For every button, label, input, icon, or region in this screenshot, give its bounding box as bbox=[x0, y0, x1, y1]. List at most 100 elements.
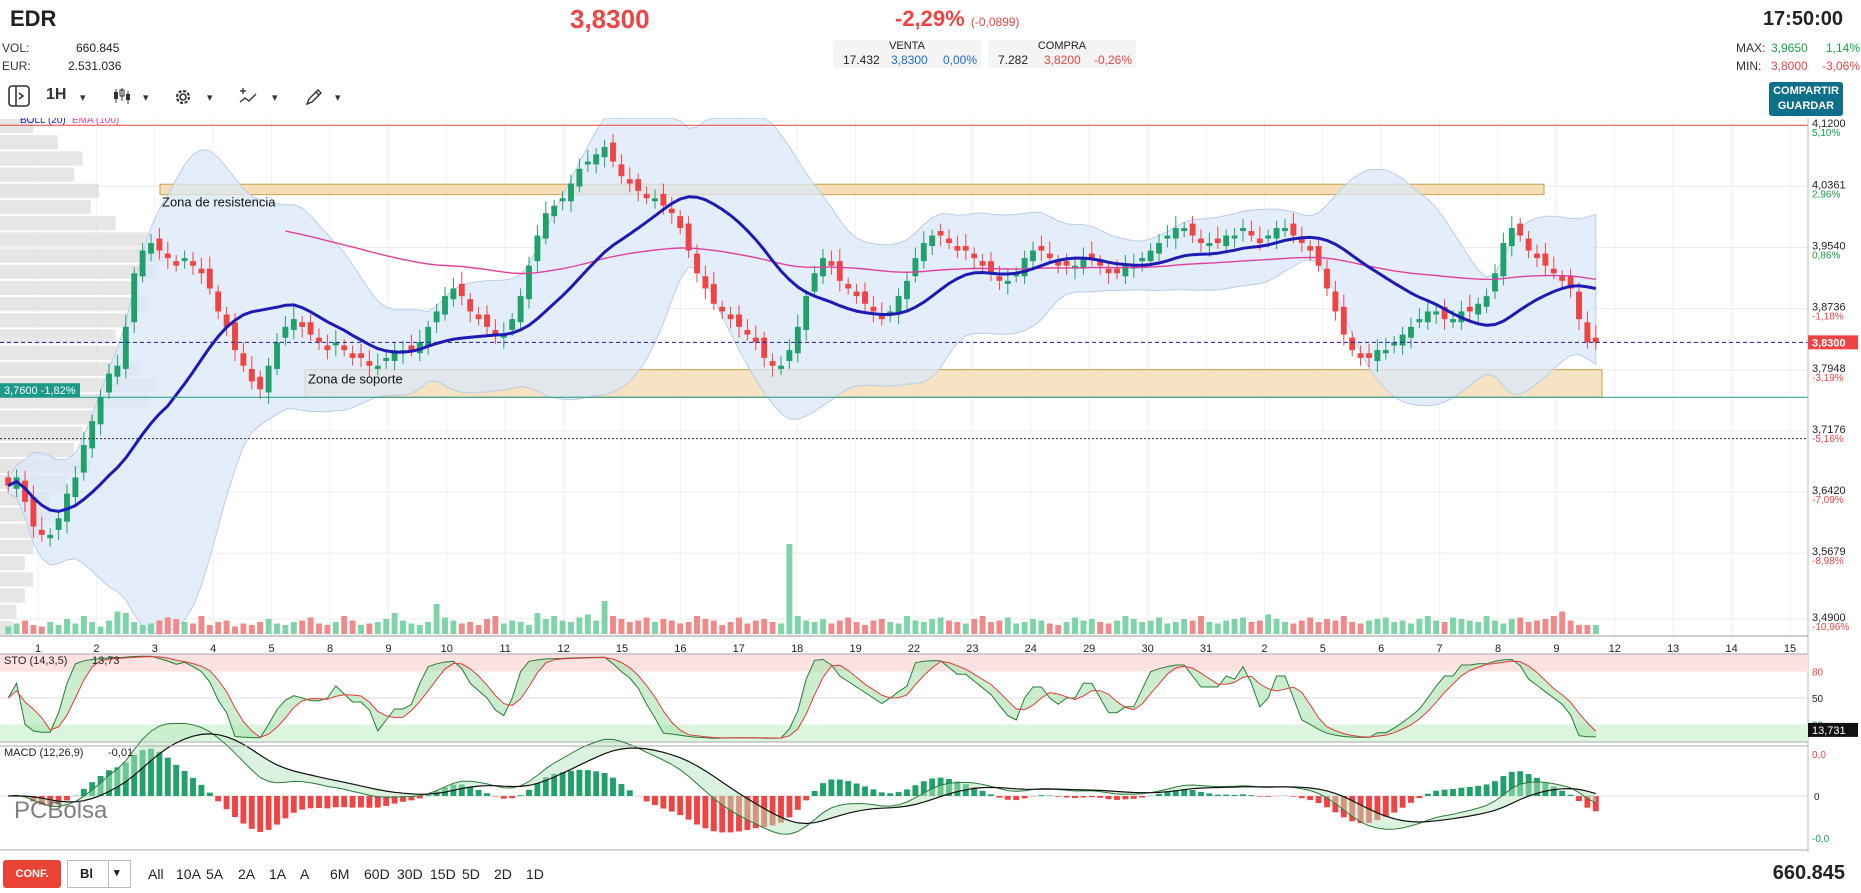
macd-histogram-bar bbox=[1508, 771, 1515, 796]
candle-body bbox=[1382, 350, 1389, 354]
macd-histogram-bar bbox=[1466, 787, 1473, 796]
volume-bar bbox=[173, 619, 180, 634]
x-tick-label: 8 bbox=[327, 643, 333, 655]
candle-body bbox=[484, 314, 490, 327]
candle-body bbox=[467, 299, 474, 312]
share-save-button[interactable]: COMPARTIR GUARDAR bbox=[1769, 82, 1843, 116]
volume-bar bbox=[442, 617, 448, 634]
range-button-30d[interactable]: 30D bbox=[397, 866, 423, 882]
macd-histogram-bar bbox=[232, 796, 238, 818]
chevron-down-icon[interactable]: ▾ bbox=[272, 92, 278, 104]
candle-body bbox=[1030, 250, 1036, 262]
macd-histogram-bar bbox=[265, 796, 272, 830]
draw-tool-icon[interactable] bbox=[303, 86, 325, 113]
range-button-6m[interactable]: 6M bbox=[330, 866, 350, 882]
macd-histogram-bar bbox=[1130, 796, 1137, 799]
volume-bar bbox=[1399, 620, 1406, 634]
candle-body bbox=[290, 319, 297, 330]
chevron-down-icon[interactable]: ▾ bbox=[143, 92, 149, 104]
macd-histogram-bar bbox=[366, 796, 373, 808]
chevron-down-icon[interactable]: ▾ bbox=[335, 92, 341, 104]
volume-bar bbox=[366, 623, 373, 634]
candle-body bbox=[1483, 296, 1490, 307]
range-button-5a[interactable]: 5A bbox=[206, 866, 224, 882]
range-button-60d[interactable]: 60D bbox=[364, 866, 390, 882]
macd-histogram-bar bbox=[1021, 796, 1028, 799]
macd-histogram-bar bbox=[358, 796, 364, 808]
x-tick-label: 5 bbox=[269, 643, 275, 655]
volume-bar bbox=[1298, 620, 1305, 634]
volume-bar bbox=[282, 625, 289, 634]
macd-value: -0,01 bbox=[108, 747, 133, 759]
volume-bar bbox=[425, 622, 432, 634]
price-chart[interactable]: 4,12005,10%4,03612,96%3,95400,86%3,8736-… bbox=[0, 118, 1861, 852]
macd-histogram-bar bbox=[517, 795, 524, 796]
volume-bar bbox=[1340, 616, 1347, 634]
candle-body bbox=[1391, 342, 1398, 346]
candle-body bbox=[1500, 243, 1507, 277]
candle-body bbox=[904, 280, 910, 300]
volume-bar bbox=[1181, 619, 1188, 634]
range-button-5d[interactable]: 5D bbox=[462, 866, 480, 882]
sto-tag: 13,731 bbox=[1812, 725, 1846, 737]
macd-histogram-bar bbox=[324, 796, 331, 809]
interval-selector[interactable]: 1H bbox=[46, 86, 67, 103]
config-button[interactable]: CONF. bbox=[3, 860, 61, 888]
macd-histogram-bar bbox=[1458, 787, 1465, 796]
bottom-bar: CONF. Bl ▾ All 10A 5A 2A 1A A 6M 60D 30D 15D 5D 2D 1… bbox=[0, 855, 1861, 893]
range-button-a[interactable]: A bbox=[300, 866, 310, 882]
macd-histogram-bar bbox=[719, 796, 726, 833]
indicators-icon[interactable] bbox=[238, 86, 260, 113]
candle-body bbox=[47, 534, 54, 539]
macd-histogram-bar bbox=[408, 796, 415, 801]
volume-bar bbox=[1391, 622, 1398, 634]
macd-histogram-bar bbox=[1080, 796, 1087, 798]
volume-bar bbox=[887, 622, 894, 634]
candle-body bbox=[1038, 246, 1045, 251]
candle-body bbox=[1248, 231, 1255, 236]
chevron-down-icon[interactable]: ▾ bbox=[207, 92, 213, 104]
mode-select[interactable]: Bl ▾ bbox=[67, 860, 131, 888]
volume-bar bbox=[198, 616, 205, 634]
y-tick-pct: -10,96% bbox=[1812, 622, 1849, 633]
volume-bar bbox=[1206, 622, 1213, 634]
candle-body bbox=[1021, 258, 1028, 277]
volume-bar bbox=[996, 620, 1003, 634]
range-button-2a[interactable]: 2A bbox=[238, 866, 256, 882]
chevron-down-icon[interactable]: ▾ bbox=[80, 92, 86, 104]
volume-bar bbox=[500, 623, 507, 634]
volume-bar bbox=[1130, 619, 1137, 634]
range-button-1d[interactable]: 1D bbox=[526, 866, 544, 882]
volume-bar bbox=[694, 616, 700, 634]
chart-type-icon[interactable] bbox=[112, 86, 132, 111]
volume-bar bbox=[299, 620, 306, 634]
macd-histogram-bar bbox=[853, 783, 860, 796]
volume-bar bbox=[324, 625, 331, 634]
volume-bar bbox=[341, 616, 348, 634]
range-button-all[interactable]: All bbox=[148, 866, 164, 882]
range-button-10a[interactable]: 10A bbox=[176, 866, 201, 882]
volume-bar bbox=[551, 616, 558, 634]
range-button-1a[interactable]: 1A bbox=[269, 866, 287, 882]
volume-bar bbox=[232, 626, 238, 634]
range-button-15d[interactable]: 15D bbox=[430, 866, 456, 882]
candle-body bbox=[316, 337, 322, 343]
macd-histogram-bar bbox=[190, 777, 196, 796]
volume-bar bbox=[1450, 617, 1456, 634]
volume-bar bbox=[828, 623, 835, 634]
candle-body bbox=[551, 205, 558, 217]
volume-bar bbox=[929, 619, 936, 634]
volume-bar bbox=[584, 614, 591, 634]
macd-histogram-bar bbox=[1567, 794, 1574, 796]
candle-body bbox=[828, 261, 835, 266]
gear-icon[interactable] bbox=[172, 86, 194, 113]
macd-y-tick: 0 bbox=[1814, 792, 1820, 803]
candle-body bbox=[1231, 235, 1238, 239]
sidebar-toggle-icon[interactable] bbox=[8, 85, 30, 112]
macd-histogram-bar bbox=[1214, 794, 1221, 796]
macd-histogram-bar bbox=[1450, 789, 1456, 796]
y-tick-pct: -8,98% bbox=[1812, 556, 1844, 567]
venta-box: VENTA 17.432 3,8300 0,00% bbox=[833, 40, 981, 68]
range-button-2d[interactable]: 2D bbox=[494, 866, 512, 882]
volume-bar bbox=[803, 620, 810, 634]
